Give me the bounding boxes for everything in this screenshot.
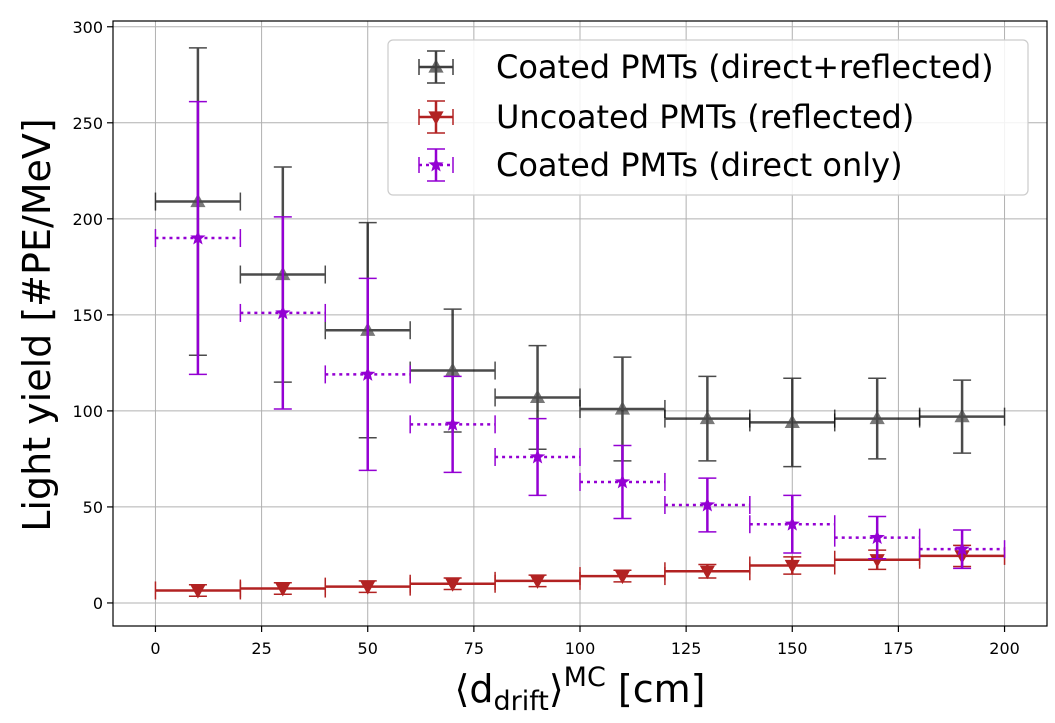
y-tick-label: 0 (93, 594, 103, 613)
data-point (324, 277, 411, 472)
data-point (664, 375, 751, 462)
x-tick-label: 50 (358, 639, 378, 658)
x-label-close: ⟩ (549, 667, 564, 711)
legend: Coated PMTs (direct+reflected) Uncoated P… (387, 39, 1029, 196)
x-tick-label: 100 (565, 639, 596, 658)
legend-marker (428, 59, 444, 73)
point-marker (869, 410, 885, 425)
x-tick-label: 25 (251, 639, 271, 658)
legend-box (387, 39, 1029, 196)
point-marker (954, 541, 970, 556)
point-marker (614, 400, 631, 415)
point-marker (445, 578, 461, 592)
data-point (409, 574, 496, 593)
legend-label: Uncoated PMTs (reflected) (496, 98, 914, 136)
data-point (154, 100, 242, 376)
x-label-subscript: drift (493, 686, 548, 717)
data-point (239, 579, 327, 598)
data-point (409, 375, 496, 474)
point-marker (275, 304, 291, 320)
series-3 (154, 100, 1006, 570)
point-marker (445, 416, 461, 431)
y-tick-label: 200 (72, 210, 103, 229)
y-tick-label: 150 (72, 306, 103, 325)
point-marker (445, 362, 461, 377)
legend-marker (428, 157, 444, 172)
point-marker (954, 408, 970, 423)
point-marker (529, 389, 546, 404)
point-marker (869, 554, 885, 568)
data-point (154, 581, 242, 600)
point-marker (699, 565, 715, 580)
data-point (664, 477, 751, 533)
point-marker (360, 366, 376, 381)
point-marker (190, 584, 206, 599)
point-marker (529, 448, 546, 464)
y-tick-label: 250 (72, 114, 103, 133)
data-point (749, 377, 836, 468)
y-tick-label: 300 (72, 18, 103, 37)
data-point (749, 494, 836, 554)
point-marker (869, 529, 885, 545)
legend-entry (418, 100, 454, 134)
x-tick-label: 75 (464, 639, 484, 658)
x-tick-label: 0 (150, 639, 160, 658)
legend-marker (428, 111, 444, 125)
data-point (494, 417, 581, 497)
data-point (664, 562, 751, 581)
point-marker (360, 581, 376, 595)
x-label-superscript: MC (564, 662, 606, 693)
x-tick-label: 125 (671, 639, 702, 658)
y-axis-label: Light yield [#PE/MeV] (15, 118, 59, 531)
x-label-main: ⟨d (455, 667, 494, 711)
x-axis-label: ⟨ddrift⟩MC [cm] (455, 662, 706, 717)
legend-label: Coated PMTs (direct only) (496, 146, 903, 184)
data-point (579, 356, 666, 462)
point-marker (190, 230, 206, 245)
legend-entry (418, 148, 454, 182)
data-point (579, 444, 666, 520)
point-marker (699, 497, 715, 512)
data-point (579, 567, 666, 586)
point-marker (784, 559, 800, 574)
y-tick-label: 100 (72, 402, 103, 421)
data-point (749, 556, 836, 575)
series-2 (154, 544, 1006, 600)
legend-entry (418, 50, 454, 84)
point-marker (275, 582, 291, 597)
data-point (239, 216, 327, 410)
point-marker (784, 414, 800, 429)
point-marker (614, 570, 631, 585)
point-marker (699, 410, 715, 425)
data-point (833, 515, 921, 560)
data-point (324, 577, 411, 596)
legend-label: Coated PMTs (direct+reflected) (496, 48, 994, 86)
x-tick-label: 150 (777, 639, 808, 658)
point-marker (614, 473, 631, 489)
data-point (918, 529, 1006, 570)
point-marker (784, 516, 800, 531)
data-point (918, 379, 1006, 454)
x-tick-label: 175 (883, 639, 914, 658)
data-point (494, 571, 581, 590)
y-tick-label: 50 (83, 498, 103, 517)
data-point (833, 377, 921, 460)
point-marker (529, 575, 546, 589)
x-label-unit: [cm] (606, 667, 706, 711)
x-tick-label: 200 (989, 639, 1020, 658)
ticks: 0 25 50 75 100 125 150 175 200 0 50 100 150 200 250 300 (72, 18, 1019, 658)
series-layer (154, 47, 1006, 600)
